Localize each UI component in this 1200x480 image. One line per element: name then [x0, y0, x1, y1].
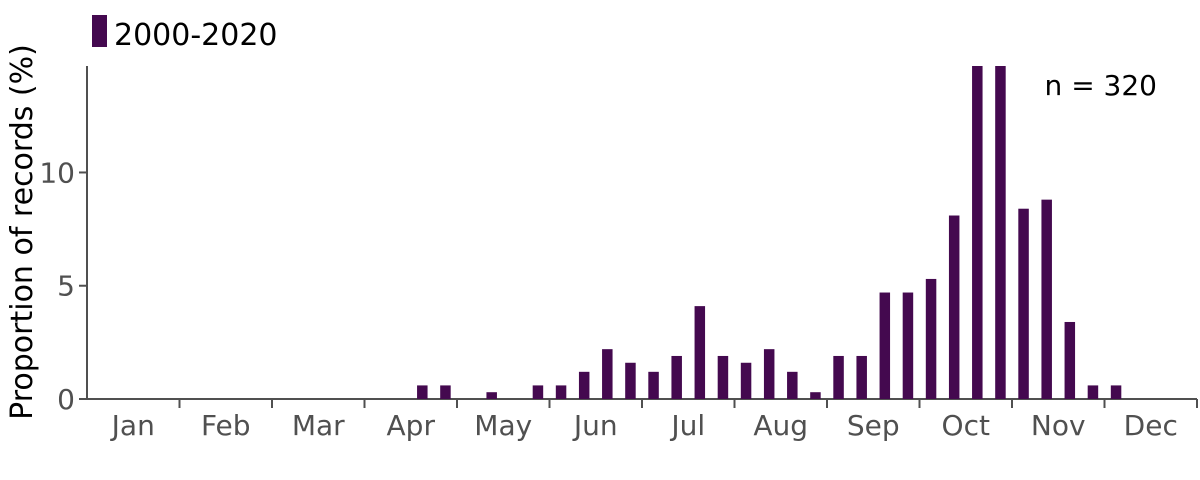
- x-tick-label-aug: Aug: [753, 409, 808, 442]
- y-ticks: 0 5 10: [39, 156, 87, 416]
- bar-jul-2: [671, 355, 682, 399]
- axes: [86, 66, 1197, 400]
- bar-sep-3: [879, 292, 891, 399]
- bar-jun-3: [602, 349, 613, 399]
- sample-size-annotation: n = 320: [1045, 69, 1157, 102]
- x-tick-label-jun: Jun: [572, 409, 618, 442]
- bar-nov-1: [1018, 208, 1029, 399]
- bar-apr-4: [440, 385, 451, 399]
- bar-dec-1: [1110, 385, 1122, 399]
- bar-nov-3: [1064, 321, 1076, 399]
- bar-jun-1: [555, 385, 567, 399]
- y-tick-label: 10: [39, 156, 75, 189]
- legend-swatch: [92, 15, 107, 47]
- bar-oct-2: [948, 215, 960, 399]
- bar-sep-4: [902, 292, 914, 399]
- y-tick-label: 0: [57, 383, 75, 416]
- bar-jun-4: [625, 362, 636, 399]
- bar-jul-3: [694, 306, 706, 399]
- bar-may-2: [486, 392, 497, 399]
- bar-apr-3: [417, 385, 428, 399]
- x-tick-label-apr: Apr: [387, 409, 436, 442]
- bar-aug-4: [810, 392, 821, 399]
- bar-jul-4: [717, 355, 729, 399]
- x-tick-label-jan: Jan: [110, 409, 155, 442]
- x-tick-label-may: May: [474, 409, 532, 442]
- bar-oct-3: [972, 66, 983, 399]
- legend-label: 2000-2020: [114, 18, 278, 53]
- legend: 2000-2020: [92, 15, 278, 53]
- y-tick-label: 5: [57, 270, 75, 303]
- bar-aug-2: [763, 349, 775, 399]
- bar-jul-1: [648, 371, 659, 399]
- x-tick-label-mar: Mar: [292, 409, 345, 442]
- bar-oct-1: [925, 278, 937, 399]
- bars: [417, 66, 1122, 399]
- bar-jun-2: [578, 371, 590, 399]
- x-tick-label-jul: Jul: [669, 409, 705, 442]
- bar-aug-1: [740, 362, 752, 399]
- x-tick-label-feb: Feb: [201, 409, 251, 442]
- x-tick-label-oct: Oct: [942, 409, 990, 442]
- bar-oct-4: [995, 66, 1006, 399]
- bar-sep-2: [856, 355, 867, 399]
- x-tick-label-nov: Nov: [1031, 409, 1086, 442]
- bar-may-4: [532, 385, 544, 399]
- x-tick-label-dec: Dec: [1124, 409, 1178, 442]
- bar-nov-4: [1087, 385, 1099, 399]
- x-tick-label-sep: Sep: [847, 409, 900, 442]
- y-axis-title: Proportion of records (%): [5, 44, 40, 420]
- bar-nov-2: [1041, 199, 1052, 399]
- bar-aug-3: [787, 371, 798, 399]
- x-ticks: Jan Feb Mar Apr May Jun Jul Aug Sep Oct Nov Dec: [110, 399, 1198, 442]
- bar-sep-1: [833, 355, 844, 399]
